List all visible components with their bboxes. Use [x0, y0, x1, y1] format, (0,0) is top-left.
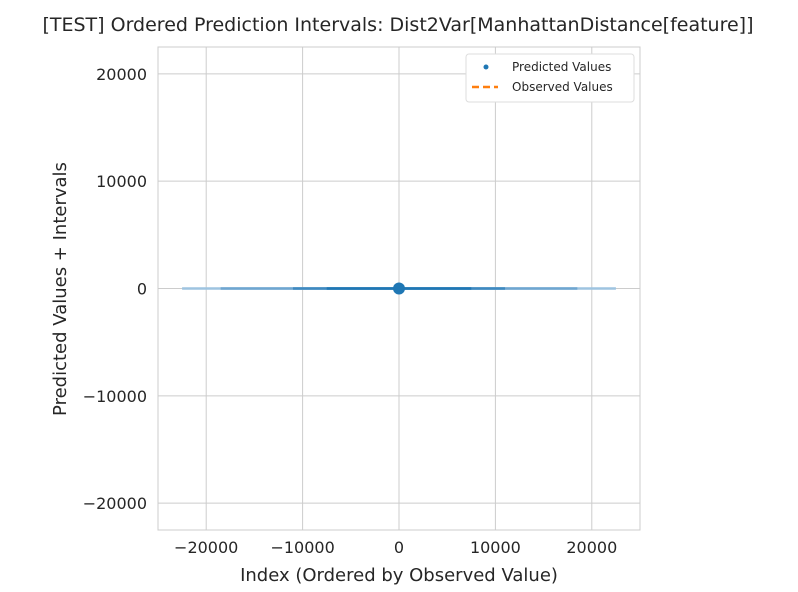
y-tick-label: 20000 — [96, 65, 147, 84]
legend: Predicted Values Observed Values — [465, 53, 635, 103]
x-tick-labels: −20000 −10000 0 10000 20000 — [174, 538, 617, 557]
x-tick-label: 0 — [394, 538, 404, 557]
x-tick-label: 10000 — [470, 538, 521, 557]
predicted-points — [393, 282, 405, 295]
x-tick-label: −20000 — [174, 538, 238, 557]
legend-box — [465, 53, 635, 103]
y-tick-label: 10000 — [96, 172, 147, 191]
legend-observed-label: Observed Values — [512, 80, 613, 94]
x-axis-label: Index (Ordered by Observed Value) — [240, 565, 558, 586]
predicted-point — [393, 282, 405, 295]
y-tick-label: −20000 — [83, 494, 147, 513]
y-axis-label: Predicted Values + Intervals — [50, 162, 71, 416]
x-tick-label: −10000 — [270, 538, 334, 557]
legend-predicted-label: Predicted Values — [512, 60, 611, 74]
chart-title: [TEST] Ordered Prediction Intervals: Dis… — [42, 14, 753, 36]
legend-predicted-marker — [483, 64, 489, 70]
x-tick-label: 20000 — [566, 538, 617, 557]
y-tick-label: 0 — [137, 280, 147, 299]
grid-lines — [158, 47, 640, 530]
y-tick-labels: −20000 −10000 0 10000 20000 — [83, 65, 147, 513]
y-tick-label: −10000 — [83, 387, 147, 406]
